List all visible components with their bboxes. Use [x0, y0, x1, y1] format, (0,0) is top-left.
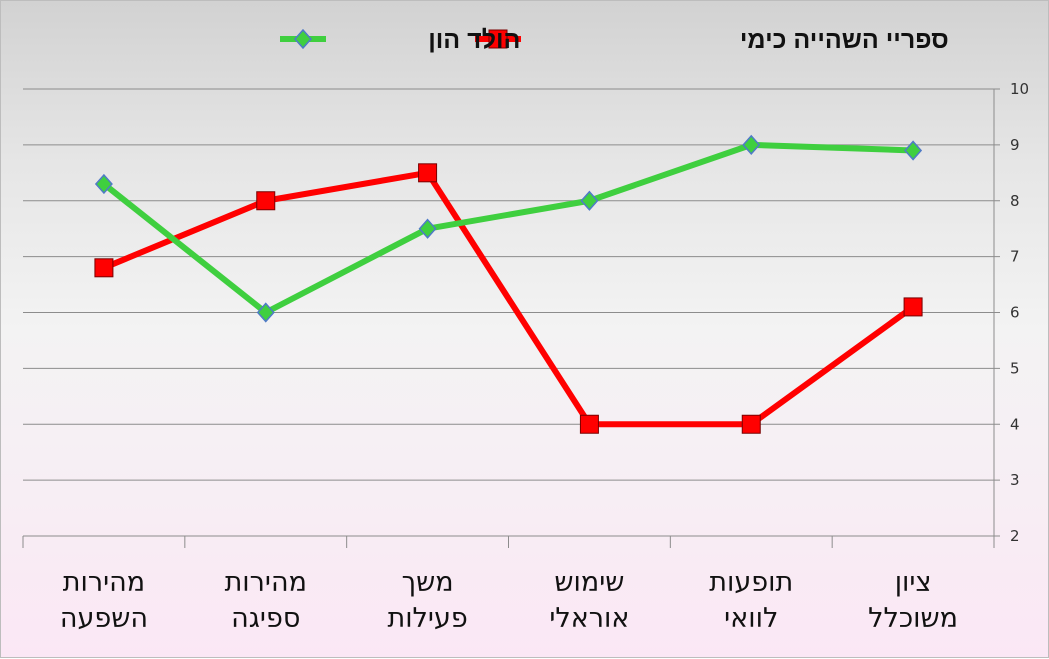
data-point-square [903, 297, 923, 317]
y-tick-label: 8 [1010, 192, 1020, 210]
y-tick-label: 9 [1010, 136, 1020, 154]
x-category-label: תופעות לוואי [709, 567, 793, 634]
x-category-label: ציון משוכלל [868, 567, 958, 634]
data-point-diamond [904, 140, 923, 161]
y-tick-label: 5 [1010, 359, 1020, 377]
data-point-diamond [418, 218, 437, 239]
x-category-label: מהירות השפעה [60, 567, 148, 634]
x-category-label: משך פעילות [387, 567, 467, 634]
legend: ספריי השהייה כימי הולד הון [280, 26, 949, 54]
x-category-label: מהירות ספיגה [225, 567, 307, 634]
x-category-label: שימוש אוראלי [549, 567, 629, 634]
data-point-square [94, 258, 114, 278]
data-point-square [741, 414, 761, 434]
y-tick-label: 3 [1010, 471, 1020, 489]
data-point-diamond [94, 173, 113, 195]
grid [23, 88, 994, 481]
series-line [102, 169, 915, 428]
data-point-square [418, 163, 438, 183]
y-tick-label: 2 [1010, 527, 1020, 545]
data-point-square [579, 414, 599, 434]
data-point-diamond [742, 134, 761, 156]
data-point-diamond [256, 302, 275, 323]
y-tick-label: 10 [1010, 80, 1029, 98]
legend-marker-square [488, 29, 508, 49]
y-tick-label: 7 [1010, 248, 1020, 266]
y-tick-label: 4 [1010, 415, 1020, 433]
data-point-square [256, 191, 276, 211]
legend-label: הולד הון [428, 26, 520, 54]
y-tick-label: 6 [1010, 304, 1020, 322]
legend-label: ספריי השהייה כימי [740, 26, 949, 54]
series-line [102, 141, 914, 316]
axes: 2 3 4 5 6 7 8 9 10 ציון משוכלל תופעות לוואי שימוש אורא… [22, 80, 1029, 634]
series [94, 134, 923, 434]
legend-marker-diamond [293, 28, 313, 50]
data-point-diamond [580, 190, 599, 211]
